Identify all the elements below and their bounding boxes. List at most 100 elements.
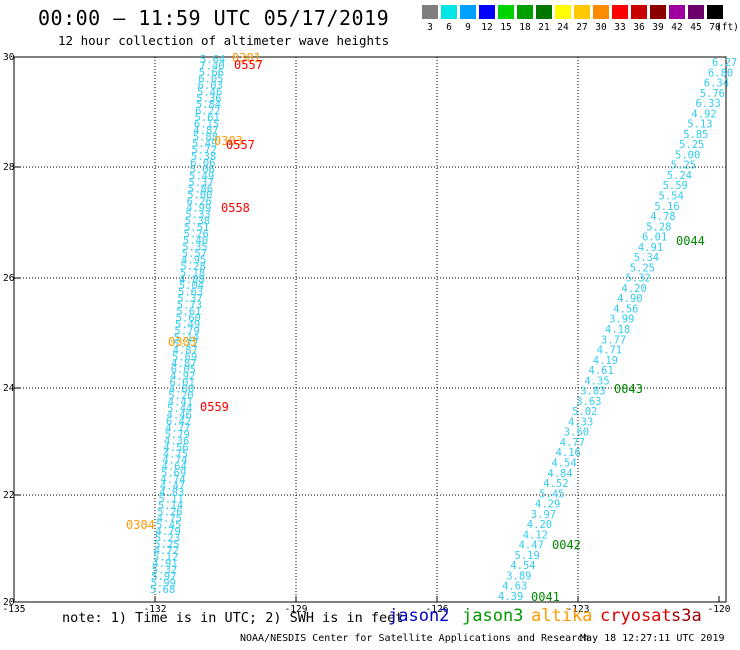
track-value: 5.32: [152, 565, 177, 577]
track-value: 5.26: [184, 229, 209, 241]
track-value: 4.80: [169, 384, 194, 396]
legend-label: 18: [519, 22, 531, 33]
legend-swatch: [707, 5, 723, 19]
x-tick-label: -129: [285, 604, 308, 615]
track-value: 6.42: [166, 416, 191, 428]
track-value: 5.25: [679, 139, 704, 151]
track-value: 4.92: [170, 371, 195, 383]
track-value: 4.77: [560, 437, 585, 449]
track-value: 5.86: [188, 183, 213, 195]
track-value: 5.76: [700, 88, 725, 100]
track-value: 4.54: [510, 560, 535, 572]
grid-lines: [14, 57, 726, 602]
track-value: 5.38: [191, 151, 216, 163]
track-value: 5.02: [572, 406, 597, 418]
map-frame: [13, 56, 727, 603]
legend-label: 21: [538, 22, 550, 33]
satellite-label: altika: [531, 606, 593, 626]
track-value: 4.41: [168, 397, 193, 409]
track-value: 5.59: [663, 180, 688, 192]
track-value: 5.79: [165, 429, 190, 441]
legend-label: 39: [652, 22, 664, 33]
track-value: 5.12: [153, 552, 178, 564]
track-value: 4.61: [589, 365, 614, 377]
track-value: 6.05: [171, 364, 196, 376]
legend-label: 42: [671, 22, 683, 33]
track-value: 5.13: [687, 119, 712, 131]
track-value: 6.01: [642, 232, 667, 244]
track-value: 6.34: [704, 78, 729, 90]
track-value: 5.20: [168, 390, 193, 402]
track-value: 4.36: [164, 435, 189, 447]
track-value: 5.68: [150, 584, 175, 596]
x-tick-label: -120: [708, 604, 731, 615]
pass-label: 0303: [214, 134, 243, 148]
pass-label: 0042: [552, 538, 581, 552]
track-value: 5.06: [190, 164, 215, 176]
track-value: 4.56: [613, 304, 638, 316]
track-value: 4.78: [650, 211, 675, 223]
track-value: 5.28: [646, 221, 671, 233]
legend-label: 15: [500, 22, 512, 33]
legend-swatch: [688, 5, 704, 19]
track-value: 3.89: [506, 571, 531, 583]
track-value: 6.15: [194, 119, 219, 131]
track-value: 4.16: [556, 447, 581, 459]
track-value: 5.77: [173, 338, 198, 350]
legend-label: 3: [427, 22, 433, 33]
track-value: 5.28: [181, 261, 206, 273]
track-value: 5.60: [176, 313, 201, 325]
track-value: 3.99: [609, 314, 634, 326]
axis-ticks: -135 -132 -129 -126 -123 -120 30 28 26 24 22 20: [3, 52, 731, 615]
track-value: 4.47: [160, 481, 185, 493]
track-value: 4.92: [691, 108, 716, 120]
track-value: 5.69: [161, 468, 186, 480]
legend-label: 6: [446, 22, 452, 33]
track-value: 4.71: [597, 345, 622, 357]
track-value: 4.77: [165, 422, 190, 434]
track-value: 5.00: [187, 190, 212, 202]
track-value: 4.90: [617, 293, 642, 305]
track-value: 5.46: [197, 86, 222, 98]
legend-swatch: [669, 5, 685, 19]
track-value: 5.25: [630, 262, 655, 274]
pass-label: 0559: [200, 400, 229, 414]
track-value: 5.38: [185, 216, 210, 228]
track-value: 5.61: [195, 112, 220, 124]
track-value: 4.35: [584, 375, 609, 387]
legend-label: 9: [465, 22, 471, 33]
track-value: 4.19: [593, 355, 618, 367]
track-value: 4.47: [519, 540, 544, 552]
track-value: 4.79: [156, 526, 181, 538]
track-value: 4.29: [535, 499, 560, 511]
track-value: 5.57: [182, 248, 207, 260]
legend-swatch: [422, 5, 438, 19]
pass-labels: 0301055703030557055803030559030400440043…: [126, 51, 705, 604]
pass-label: 0557: [234, 58, 263, 72]
track-value: 5.00: [675, 149, 700, 161]
track-value: 5.72: [192, 145, 217, 157]
track-value: 5.69: [172, 351, 197, 363]
legend-swatch: [631, 5, 647, 19]
pass-label: 0558: [221, 201, 250, 215]
track-value: 4.12: [523, 529, 548, 541]
track-value: 5.49: [192, 138, 217, 150]
track-value: 5.49: [189, 170, 214, 182]
track-value: 5.14: [158, 500, 183, 512]
legend-swatch: [460, 5, 476, 19]
track-value: 4.72: [154, 545, 179, 557]
legend-swatch: [593, 5, 609, 19]
y-tick-label: 30: [3, 52, 15, 63]
legend-swatch: [498, 5, 514, 19]
track-value: 4.56: [163, 442, 188, 454]
track-value: 5.85: [683, 129, 708, 141]
track-value: 4.75: [157, 513, 182, 525]
track-value: 4.95: [181, 254, 206, 266]
track-value: 4.91: [152, 558, 177, 570]
track-value: 4.87: [173, 345, 198, 357]
track-value: 4.39: [498, 591, 523, 603]
track-value: 5.45: [156, 519, 181, 531]
track-value: 3.60: [564, 427, 589, 439]
track-value: 7.40: [199, 61, 224, 73]
y-tick-label: 22: [3, 490, 14, 501]
